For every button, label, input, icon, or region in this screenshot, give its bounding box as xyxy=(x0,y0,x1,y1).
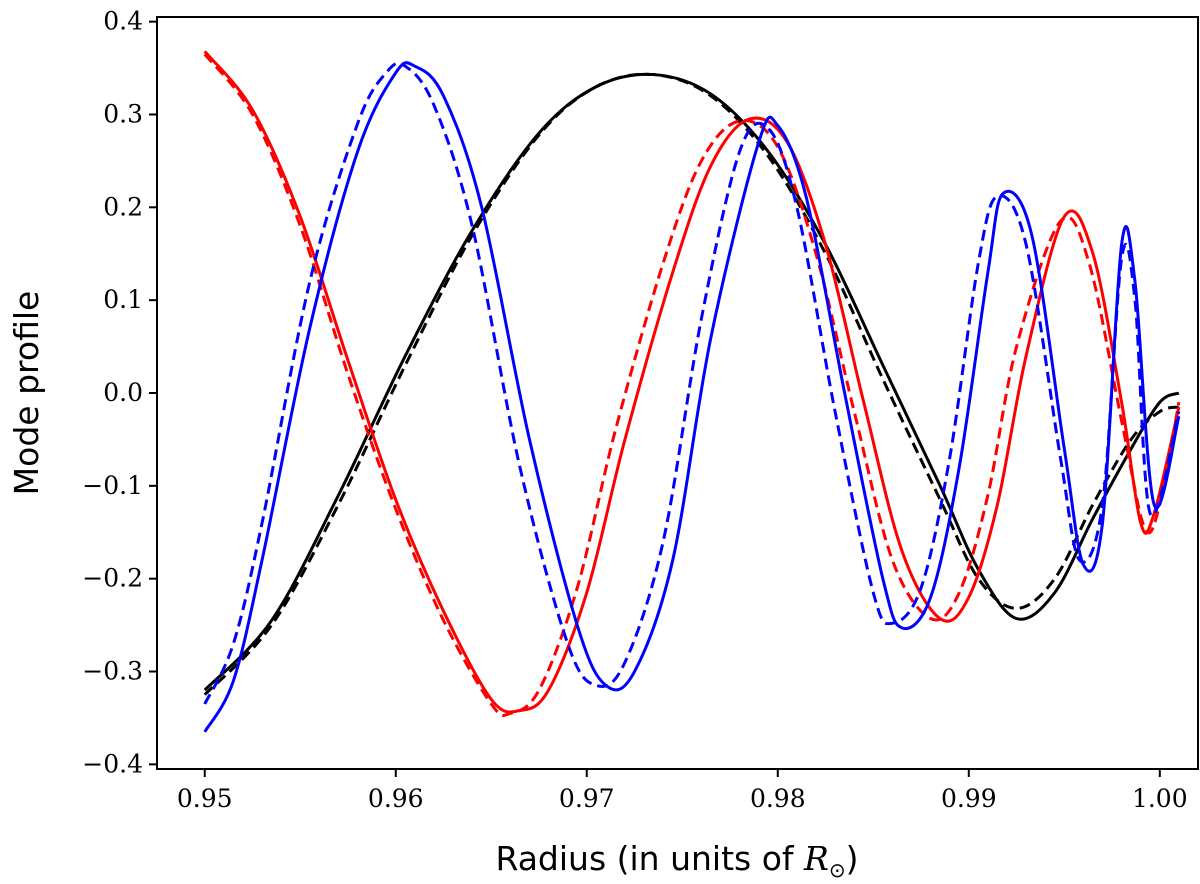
x-tick-label: 0.97 xyxy=(559,784,615,813)
y-ticks: −0.4 −0.3 −0.2 −0.1 0.0 0.1 0.2 0.3 0.4 xyxy=(82,7,157,778)
y-axis-label: Mode profile xyxy=(7,291,46,496)
plot-frame xyxy=(156,16,1199,770)
y-tick-label: 0.3 xyxy=(103,99,143,128)
y-tick-label: −0.1 xyxy=(82,471,143,500)
series-line-6 xyxy=(203,61,1181,705)
x-axis-label-text: Radius (in units of xyxy=(495,839,804,878)
y-tick-label: −0.2 xyxy=(82,564,143,593)
x-axis-label-subscript: ⊙ xyxy=(829,858,846,882)
x-tick-label: 0.98 xyxy=(750,784,806,813)
series-line-3 xyxy=(203,50,1181,714)
x-ticks: 0.95 0.96 0.97 0.98 0.99 1.00 xyxy=(177,769,1188,813)
x-axis-label-close: ) xyxy=(846,839,859,878)
y-tick-label: 0.0 xyxy=(103,378,143,407)
y-tick-label: −0.3 xyxy=(82,657,143,686)
series-line-4 xyxy=(203,53,1181,717)
x-tick-label: 1.00 xyxy=(1132,784,1188,813)
x-tick-label: 0.99 xyxy=(941,784,997,813)
series-line-5 xyxy=(203,61,1181,733)
y-tick-label: 0.1 xyxy=(103,285,143,314)
series-layer xyxy=(203,50,1181,733)
x-axis-label: Radius (in units of R⊙) xyxy=(495,839,858,882)
y-tick-label: 0.4 xyxy=(103,7,143,36)
x-tick-label: 0.95 xyxy=(177,784,233,813)
y-tick-label: 0.2 xyxy=(103,192,143,221)
series-line-1 xyxy=(203,72,1180,692)
x-axis-label-symbol: R xyxy=(803,839,829,878)
x-tick-label: 0.96 xyxy=(368,784,424,813)
series-line-2 xyxy=(203,72,1180,696)
y-tick-label: −0.4 xyxy=(82,749,143,778)
